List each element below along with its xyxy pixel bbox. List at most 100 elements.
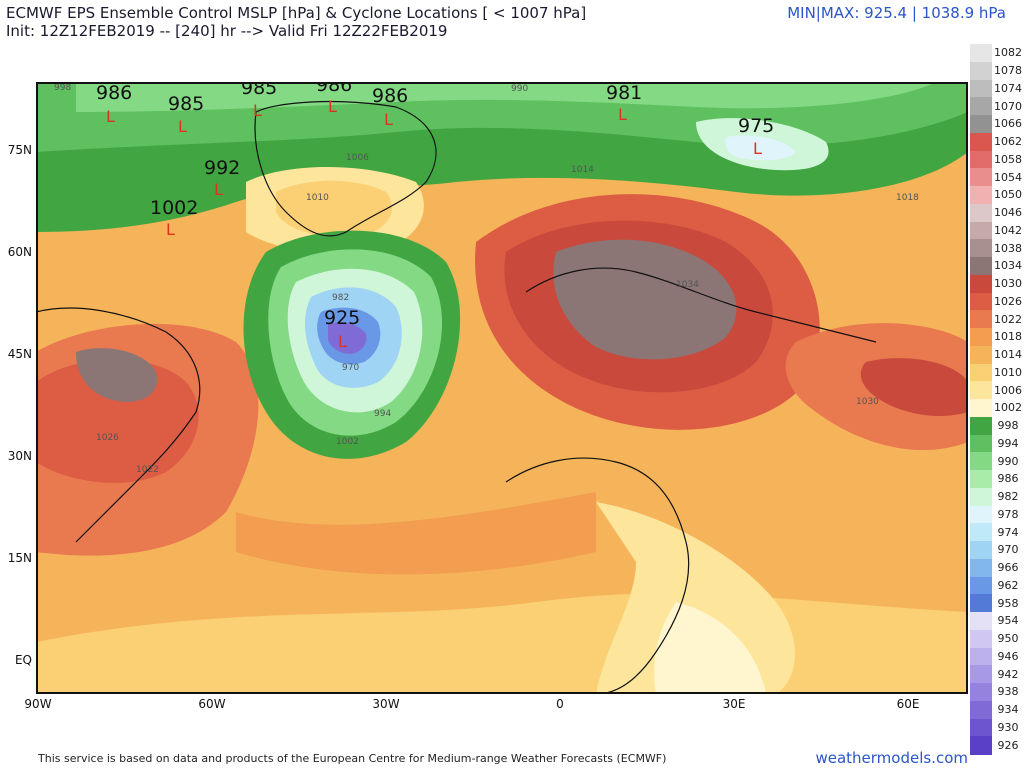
colorbar-level-label: 950 xyxy=(997,632,1019,646)
pressure-band-1006-africa xyxy=(654,602,766,694)
isobar-label: 982 xyxy=(332,293,349,303)
cyclone-l-marker: L xyxy=(753,139,762,158)
isobar-label: 994 xyxy=(374,409,391,419)
colorbar-swatch xyxy=(970,328,992,347)
isobar-label: 1034 xyxy=(676,280,699,290)
colorbar-level-label: 1034 xyxy=(994,259,1022,273)
cyclone-value: 975 xyxy=(738,115,774,137)
colorbar-level-label: 982 xyxy=(997,490,1019,504)
cyclone-value: 925 xyxy=(324,307,360,329)
colorbar-swatch xyxy=(970,416,992,435)
isobar-label: 1006 xyxy=(346,153,369,163)
pressure-colorbar: 1082 1078 1074 1070 1066 1062 1058 1054 1050 1046… xyxy=(970,44,1024,755)
colorbar-swatch xyxy=(970,363,992,382)
colorbar-level-label: 1038 xyxy=(994,241,1022,255)
lat-label-75n: 75N xyxy=(7,143,32,157)
isobar-label: 1018 xyxy=(896,193,919,203)
colorbar-swatch xyxy=(970,168,992,187)
colorbar-level-label: 1018 xyxy=(994,330,1022,344)
colorbar-swatch xyxy=(970,558,992,577)
lon-label-30w: 30W xyxy=(372,697,400,711)
colorbar-swatch xyxy=(970,292,992,311)
colorbar-level-label: 1062 xyxy=(994,135,1022,149)
init-valid-subtitle: Init: 12Z12FEB2019 -- [240] hr --> Valid… xyxy=(6,22,448,40)
cyclone-value: 985 xyxy=(241,82,277,99)
coastline-africa xyxy=(505,457,690,694)
colorbar-swatch xyxy=(970,44,992,63)
cyclone-l-marker: L xyxy=(384,110,393,129)
colorbar-level-label: 1054 xyxy=(994,170,1022,184)
cyclone-value: 981 xyxy=(606,82,642,104)
pressure-band-934-atlantic-low xyxy=(328,322,367,354)
cyclone-l-marker: L xyxy=(328,97,337,116)
colorbar-level-label: 1014 xyxy=(994,348,1022,362)
page-title: ECMWF EPS Ensemble Control MSLP [hPa] & … xyxy=(6,4,587,22)
pressure-band-978-north-east xyxy=(725,135,796,161)
lon-label-0: 0 xyxy=(556,697,564,711)
colorbar-level-label: 1010 xyxy=(994,365,1022,379)
colorbar-level-label: 1082 xyxy=(994,46,1022,60)
cyclone-l-marker: L xyxy=(253,101,262,120)
isobar-label: 990 xyxy=(511,84,528,94)
lon-label-60w: 60W xyxy=(198,697,226,711)
colorbar-swatch xyxy=(970,345,992,364)
colorbar-swatch xyxy=(970,381,992,400)
colorbar-level-label: 1022 xyxy=(994,312,1022,326)
isobar-label: 1022 xyxy=(136,465,159,475)
colorbar-swatch xyxy=(970,487,992,506)
mslp-map-canvas: 998 990 1006 1010 1014 1018 1022 1026 10… xyxy=(36,82,968,694)
colorbar-swatch xyxy=(970,310,992,329)
colorbar-swatch xyxy=(970,203,992,222)
colorbar-level-label: 1042 xyxy=(994,223,1022,237)
mslp-map: 998 990 1006 1010 1014 1018 1022 1026 10… xyxy=(36,82,968,694)
site-link[interactable]: weathermodels.com xyxy=(815,749,968,767)
cyclone-l-marker: L xyxy=(106,107,115,126)
isobar-label: 1014 xyxy=(571,165,594,175)
lat-label-45n: 45N xyxy=(7,347,32,361)
colorbar-swatch xyxy=(970,434,992,453)
colorbar-level-label: 970 xyxy=(997,543,1019,557)
isobar-label: 1030 xyxy=(856,397,879,407)
cyclone-value: 986 xyxy=(96,82,132,104)
lon-label-30e: 30E xyxy=(722,697,746,711)
colorbar-swatch xyxy=(970,736,992,755)
lat-label-15n: 15N xyxy=(7,551,32,565)
colorbar-swatch xyxy=(970,594,992,613)
isobar-label: 1026 xyxy=(96,433,119,443)
colorbar-swatch xyxy=(970,239,992,258)
colorbar-level-label: 934 xyxy=(997,703,1019,717)
colorbar-swatch xyxy=(970,61,992,80)
cyclone-l-marker: L xyxy=(618,105,627,124)
colorbar-level-label: 1058 xyxy=(994,152,1022,166)
colorbar-swatch xyxy=(970,452,992,471)
colorbar-swatch xyxy=(970,186,992,205)
colorbar-swatch xyxy=(970,132,992,151)
lat-label-60n: 60N xyxy=(7,245,32,259)
min-max-readout: MIN|MAX: 925.4 | 1038.9 hPa xyxy=(787,4,1006,22)
colorbar-swatch xyxy=(970,79,992,98)
pressure-band-east-africa xyxy=(596,502,795,694)
colorbar-swatch xyxy=(970,647,992,666)
pressure-band-1034-europe xyxy=(553,239,737,360)
colorbar-swatch xyxy=(970,221,992,240)
coastline-europe xyxy=(525,267,877,343)
colorbar-level-label: 994 xyxy=(997,436,1019,450)
coastline-north-america xyxy=(36,307,201,543)
lon-label-90w: 90W xyxy=(24,697,52,711)
colorbar-level-label: 1070 xyxy=(994,99,1022,113)
colorbar-swatch xyxy=(970,523,992,542)
colorbar-swatch xyxy=(970,718,992,737)
colorbar-swatch xyxy=(970,700,992,719)
isobar-label: 998 xyxy=(54,83,71,93)
cyclone-l-marker: L xyxy=(338,332,347,351)
pressure-band-990-north xyxy=(76,82,936,112)
colorbar-swatch xyxy=(970,399,992,418)
colorbar-level-label: 926 xyxy=(997,738,1019,752)
colorbar-swatch xyxy=(970,665,992,684)
cyclone-value: 985 xyxy=(168,93,204,115)
colorbar-swatch xyxy=(970,612,992,631)
colorbar-level-label: 998 xyxy=(997,419,1019,433)
colorbar-level-label: 1026 xyxy=(994,294,1022,308)
cyclone-l-marker: L xyxy=(214,180,223,199)
colorbar-level-label: 962 xyxy=(997,578,1019,592)
